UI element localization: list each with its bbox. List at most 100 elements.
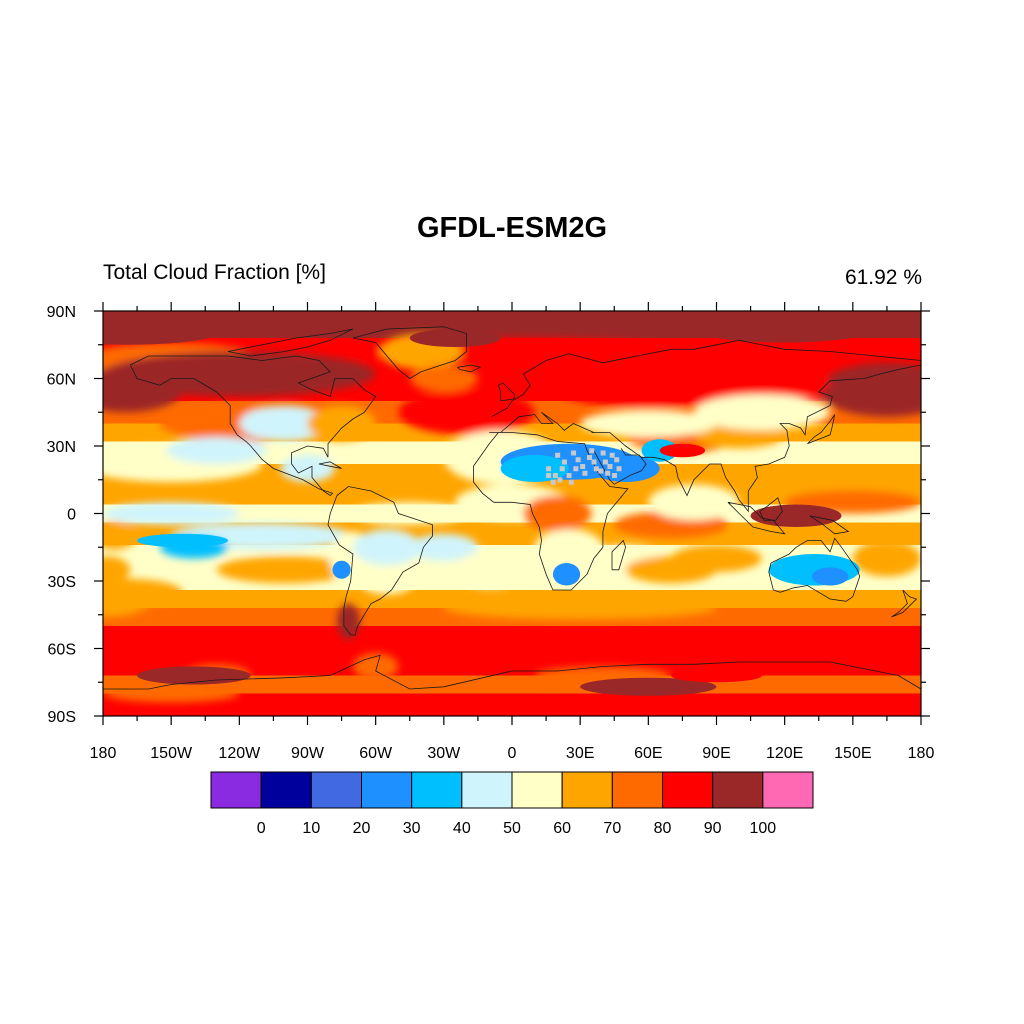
missing-cell-8 — [580, 464, 586, 469]
missing-cell-25 — [571, 450, 577, 456]
colorbar-swatch-3 — [361, 771, 413, 809]
anomaly-45 — [443, 596, 717, 620]
lat-tick-label: 30N — [47, 439, 76, 456]
core-12 — [137, 666, 251, 685]
japan-coast — [807, 414, 836, 445]
anomaly-48 — [103, 684, 240, 703]
anomaly-33 — [409, 533, 478, 561]
lon-tick-label: 150E — [834, 745, 871, 762]
missing-cell-4 — [573, 466, 579, 472]
missing-cell-27 — [611, 473, 617, 478]
coastlines — [103, 326, 921, 690]
missing-cell-7 — [568, 479, 574, 485]
anomaly-26 — [648, 484, 740, 521]
missing-cell-5 — [546, 466, 552, 472]
sharp-anomalies — [103, 315, 876, 696]
anomaly-35 — [359, 567, 415, 595]
missing-cell-14 — [614, 457, 620, 463]
missing-cell-17 — [605, 470, 611, 476]
asia-south-coast — [591, 364, 921, 513]
missing-cell-24 — [589, 448, 595, 454]
missing-cell-16 — [593, 466, 599, 472]
colorbar-swatch-10 — [712, 771, 764, 809]
core-6 — [811, 567, 849, 586]
colorbar-swatch-2 — [310, 771, 363, 809]
axis-ticks — [94, 302, 930, 725]
colorbar-level-label: 90 — [704, 820, 722, 837]
colorbar-swatch-11 — [762, 771, 814, 809]
arabia-coast — [593, 448, 647, 485]
lon-tick-label: 90W — [291, 745, 325, 762]
anomaly-43 — [103, 590, 149, 617]
colorbar-swatch-0 — [210, 771, 262, 809]
new-guinea-coast — [809, 515, 850, 535]
axis-tick-labels: 90N 60N 30N 0 30S 60S 90S 180 150W 120W 90W 60W 30W 0… — [47, 304, 935, 762]
colorbar-swatch-1 — [260, 771, 312, 809]
canadian-islands-coast — [227, 328, 354, 357]
lat-tick-label: 60S — [48, 642, 76, 659]
lon-tick-label: 120W — [218, 745, 261, 762]
colorbar-level-label: 100 — [749, 820, 776, 837]
missing-cell-19 — [561, 459, 567, 465]
colorbar-level-label: 10 — [302, 820, 320, 837]
anomaly-17 — [580, 410, 717, 437]
lon-tick-label: 180 — [908, 745, 935, 762]
global-mean-label: 61.92 % — [844, 266, 922, 289]
missing-cell-12 — [607, 464, 613, 469]
lon-tick-label: 0 — [508, 745, 517, 762]
missing-cell-22 — [616, 466, 622, 472]
lon-tick-label: 60W — [359, 745, 393, 762]
anomaly-39 — [671, 545, 762, 572]
core-14 — [671, 668, 762, 683]
colorbar-level-label: 0 — [257, 820, 266, 837]
anomaly-22 — [352, 502, 467, 525]
lat-tick-label: 90N — [47, 304, 76, 321]
lon-tick-label: 30E — [566, 745, 594, 762]
colorbar-level-label: 40 — [453, 820, 471, 837]
core-16 — [659, 443, 706, 458]
anomaly-44 — [103, 522, 138, 550]
missing-cell-11 — [602, 459, 608, 465]
anomaly-30 — [216, 556, 353, 584]
anomaly-11 — [409, 365, 478, 392]
colorbar-swatch-9 — [662, 771, 714, 809]
new-zealand-coast — [891, 589, 918, 618]
colorbar-level-label: 70 — [603, 820, 621, 837]
colorbar-level-label: 60 — [553, 820, 571, 837]
colorbar-swatch-4 — [411, 771, 463, 809]
missing-cell-3 — [566, 473, 572, 478]
lat-tick-label: 90S — [48, 709, 76, 726]
anomaly-21 — [103, 502, 240, 525]
anomaly-3 — [103, 367, 183, 413]
anomaly-47 — [352, 653, 399, 680]
lat-tick-label: 0 — [67, 507, 76, 524]
anomaly-13 — [648, 365, 831, 401]
colorbar-swatch-7 — [561, 771, 613, 809]
core-8 — [137, 533, 228, 548]
eurasia-coast — [491, 339, 921, 418]
lon-tick-label: 150W — [150, 745, 193, 762]
lon-tick-label: 120E — [766, 745, 803, 762]
lat-band-19 — [103, 693, 921, 716]
mediterranean-coast — [500, 411, 594, 433]
colorbar-level-label: 30 — [403, 820, 421, 837]
missing-cell-23 — [600, 450, 606, 456]
cloud-fraction-field — [103, 311, 921, 716]
anomaly-32 — [352, 529, 422, 566]
plot-title: GFDL-ESM2G — [416, 212, 608, 244]
europe-africa-coast — [473, 432, 629, 591]
colorbar-swatch-5 — [461, 771, 513, 809]
anomaly-7 — [166, 437, 267, 464]
lon-tick-label: 180 — [90, 745, 117, 762]
core-4 — [552, 563, 581, 586]
missing-cell-13 — [609, 452, 615, 458]
missing-cell-0 — [546, 473, 552, 478]
cuba-coast — [318, 461, 342, 469]
missing-cell-9 — [591, 459, 597, 465]
core-11 — [409, 329, 501, 347]
greenland-coast — [352, 326, 467, 379]
colorbar: 0 10 20 30 40 50 60 70 80 90 100 — [210, 771, 814, 837]
colorbar-swatch-6 — [511, 771, 563, 809]
